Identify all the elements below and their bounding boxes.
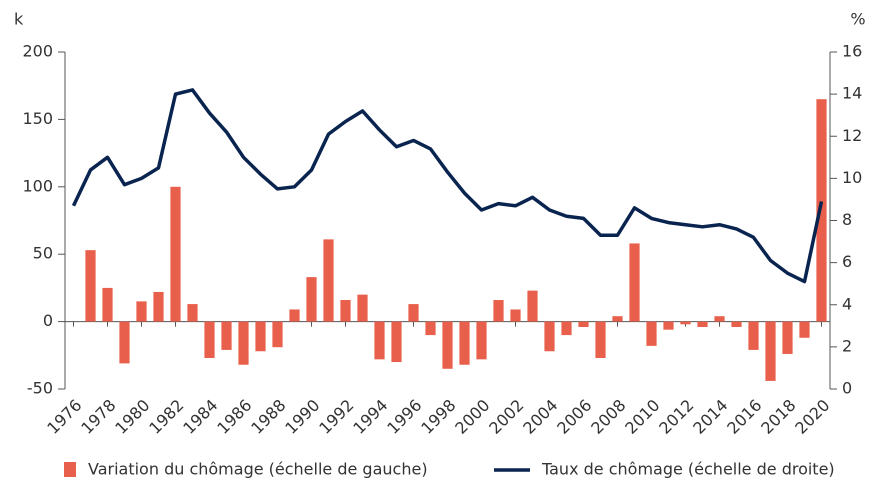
bar — [289, 309, 300, 322]
bar — [187, 304, 198, 322]
line — [71, 88, 824, 284]
x-tick-label: 2004 — [519, 396, 561, 438]
bar — [459, 321, 470, 365]
legend-label: Taux de chômage (échelle de droite) — [541, 460, 835, 479]
x-tick-label: 1994 — [349, 396, 391, 438]
y2-tick-label: 10 — [842, 168, 862, 187]
x-tick-label: 1980 — [111, 396, 153, 438]
bar — [544, 321, 555, 352]
y-tick-label: 50 — [33, 244, 53, 263]
bar — [221, 321, 232, 350]
y2-tick-label: 6 — [842, 252, 852, 271]
bar — [85, 250, 96, 322]
bar — [629, 243, 640, 322]
y2-tick-label: 4 — [842, 294, 852, 313]
y2-tick-label: 2 — [842, 336, 852, 355]
x-tick-label: 2018 — [757, 396, 799, 438]
bar — [357, 294, 368, 322]
bar — [425, 321, 436, 336]
bar — [493, 300, 504, 322]
bar — [595, 321, 606, 358]
x-tick-label: 1996 — [383, 396, 425, 438]
x-tick-label: 2010 — [621, 396, 663, 438]
bar — [153, 291, 164, 322]
bar — [119, 321, 130, 364]
x-tick-label: 1982 — [145, 396, 187, 438]
x-tick-label: 1986 — [213, 396, 255, 438]
y-tick-label: 100 — [22, 176, 53, 195]
bar — [680, 321, 691, 325]
bar — [765, 321, 776, 381]
legend-swatch — [64, 462, 76, 477]
bar — [714, 316, 725, 322]
bar — [102, 287, 113, 322]
bar — [408, 304, 419, 322]
y-tick-label: 0 — [43, 311, 53, 330]
y-tick-label: 200 — [22, 42, 53, 61]
bar — [527, 290, 538, 322]
x-tick-label: 2012 — [655, 396, 697, 438]
bar — [374, 321, 385, 360]
bar — [799, 321, 810, 338]
bar — [340, 300, 351, 322]
bar — [136, 301, 147, 322]
x-tick-label: 1990 — [281, 396, 323, 438]
bar — [561, 321, 572, 336]
legend-label: Variation du chômage (échelle de gauche) — [88, 460, 428, 479]
y-axis-label: k — [14, 10, 24, 29]
x-tick-label: 1976 — [43, 396, 85, 438]
x-tick-label: 2002 — [485, 396, 527, 438]
bar — [646, 321, 657, 346]
x-tick-label: 2000 — [451, 396, 493, 438]
bar — [306, 277, 317, 322]
bar — [510, 309, 521, 322]
bar — [391, 321, 402, 363]
x-tick-label: 1988 — [247, 396, 289, 438]
x-tick-label: 1978 — [77, 396, 119, 438]
x-tick-label: 2020 — [791, 396, 833, 438]
x-tick-label: 1998 — [417, 396, 459, 438]
bar — [323, 239, 334, 322]
x-tick-label: 2008 — [587, 396, 629, 438]
bar — [731, 321, 742, 327]
y2-tick-label: 12 — [842, 126, 862, 145]
bar — [663, 321, 674, 330]
bar — [272, 321, 283, 348]
bar — [697, 321, 708, 327]
y2-tick-label: 14 — [842, 84, 862, 103]
x-tick-label: 2014 — [689, 396, 731, 438]
x-tick-label: 2006 — [553, 396, 595, 438]
bar — [782, 321, 793, 354]
bar — [816, 99, 827, 322]
y2-tick-label: 16 — [842, 42, 862, 61]
bar — [578, 321, 589, 327]
bar — [204, 321, 215, 358]
y2-tick-label: 0 — [842, 379, 852, 398]
bar — [748, 321, 759, 350]
y-tick-label: 150 — [22, 109, 53, 128]
bar — [612, 316, 623, 322]
bar — [255, 321, 266, 352]
bar — [170, 186, 181, 322]
y2-axis-label: % — [850, 10, 865, 29]
x-tick-label: 1992 — [315, 396, 357, 438]
bar — [442, 321, 453, 369]
y-tick-label: -50 — [27, 379, 53, 398]
y2-tick-label: 8 — [842, 210, 852, 229]
bar — [476, 321, 487, 360]
x-tick-label: 1984 — [179, 396, 221, 438]
bar — [238, 321, 249, 365]
x-tick-label: 2016 — [723, 396, 765, 438]
